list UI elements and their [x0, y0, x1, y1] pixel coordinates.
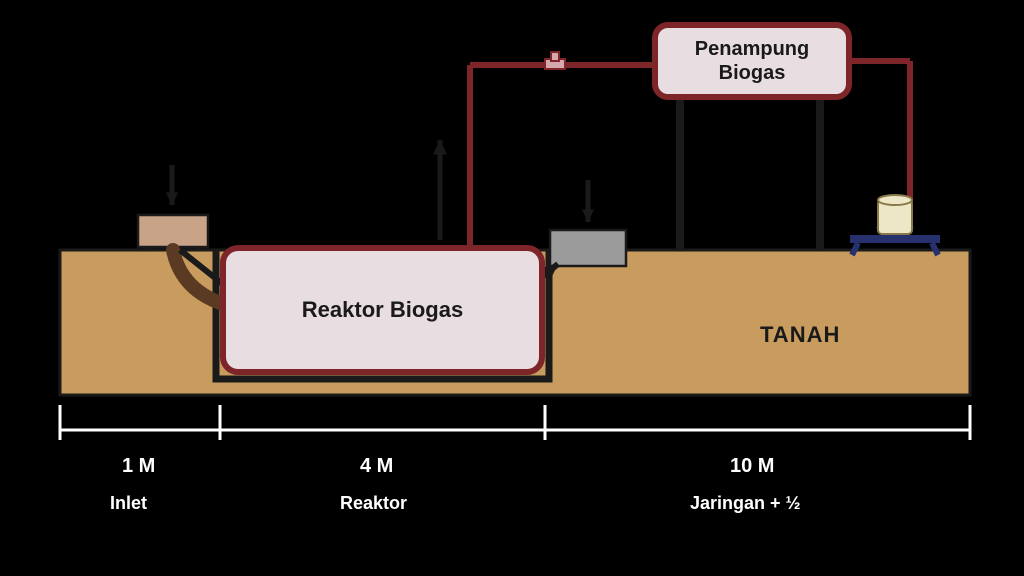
- penampung-box: Penampung Biogas: [652, 22, 852, 100]
- penampung-line1: Penampung: [695, 38, 809, 60]
- measure-label-reaktor: Reaktor: [340, 493, 407, 514]
- ground-label: TANAH: [760, 322, 840, 348]
- measure-value-jaringan: 10 M: [730, 455, 774, 478]
- measure-value-inlet: 1 M: [122, 455, 155, 478]
- measure-label-jaringan: Jaringan + ½: [690, 493, 801, 514]
- penampung-line2: Biogas: [719, 62, 786, 84]
- reactor-label: Reaktor Biogas: [302, 297, 463, 323]
- reactor-box: Reaktor Biogas: [220, 245, 545, 375]
- measure-label-inlet: Inlet: [110, 493, 147, 514]
- diagram-stage: Reaktor Biogas Penampung Biogas TANAH In…: [0, 0, 1024, 576]
- measure-value-reaktor: 4 M: [360, 455, 393, 478]
- penampung-label: Penampung Biogas: [695, 37, 809, 85]
